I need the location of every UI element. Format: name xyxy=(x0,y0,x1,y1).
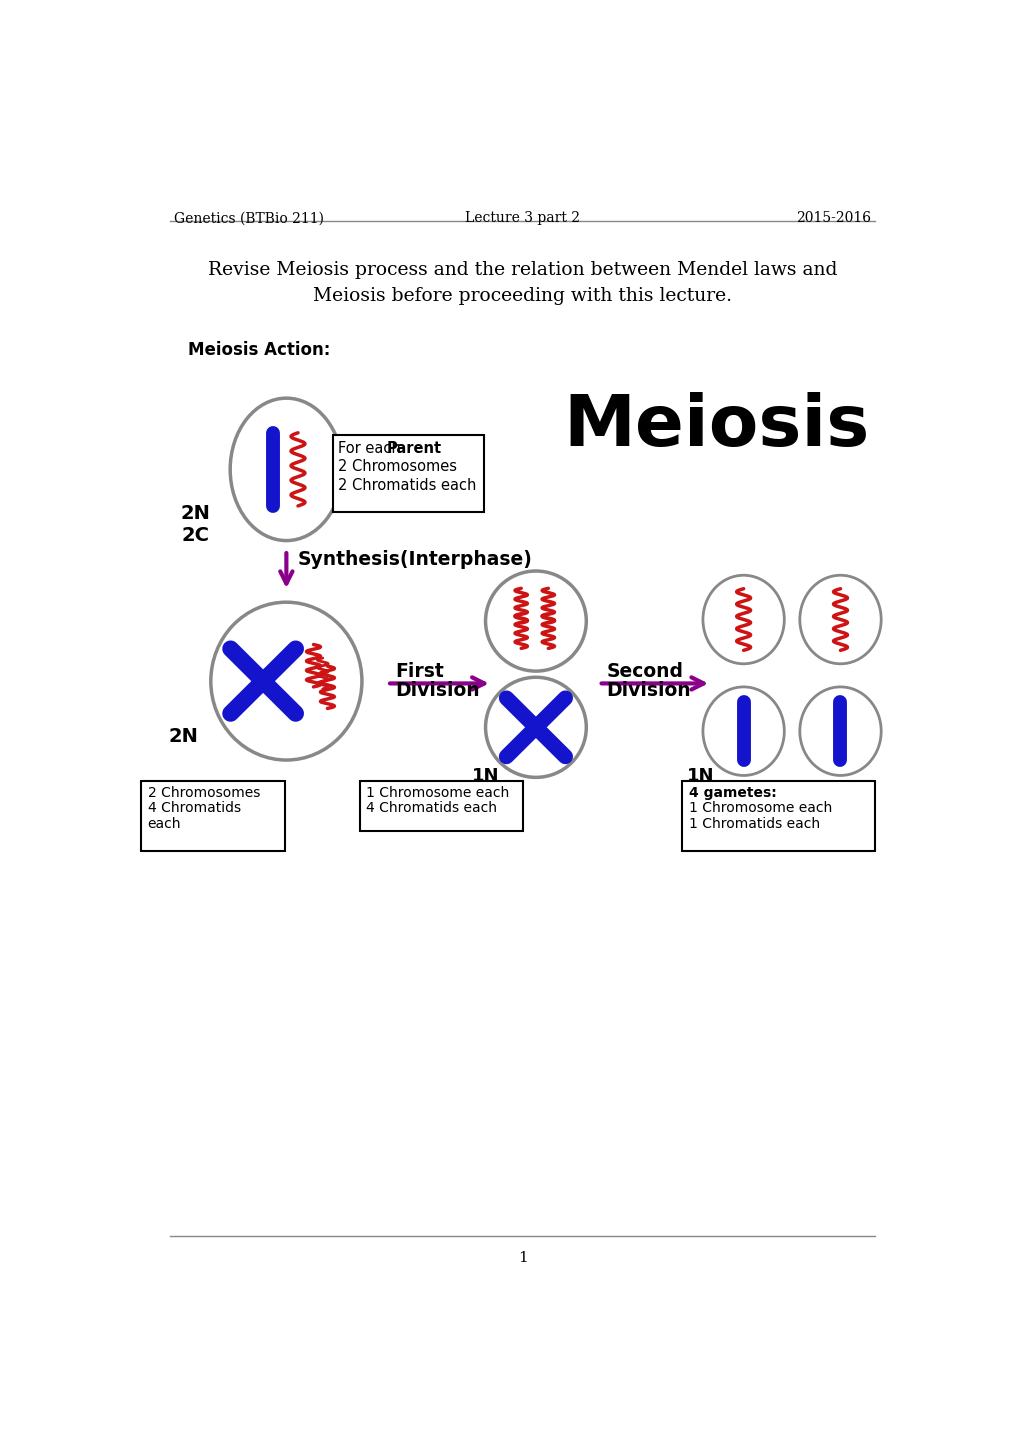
Text: Meiosis Action:: Meiosis Action: xyxy=(187,340,330,359)
Text: Lecture 3 part 2: Lecture 3 part 2 xyxy=(465,212,580,225)
Text: Revise Meiosis process and the relation between Mendel laws and: Revise Meiosis process and the relation … xyxy=(208,261,837,280)
Text: 2C: 2C xyxy=(181,526,210,545)
Text: First: First xyxy=(394,661,443,680)
Bar xyxy=(332,435,484,512)
Text: 2N: 2N xyxy=(180,504,211,523)
Text: Parent: Parent xyxy=(386,441,441,455)
Text: 4 Chromatids: 4 Chromatids xyxy=(148,801,240,816)
Bar xyxy=(360,781,522,831)
Bar xyxy=(142,781,284,850)
Text: 2015-2016: 2015-2016 xyxy=(796,212,870,225)
Text: each: each xyxy=(148,817,181,830)
Text: For each: For each xyxy=(338,441,406,455)
Bar xyxy=(681,781,874,850)
Text: 4 gametes:: 4 gametes: xyxy=(688,785,775,800)
Text: Division: Division xyxy=(394,682,479,700)
Text: 2 Chromosomes: 2 Chromosomes xyxy=(338,460,457,474)
Text: Division: Division xyxy=(606,682,691,700)
Text: Meiosis: Meiosis xyxy=(562,392,869,461)
Text: 1 Chromosome each: 1 Chromosome each xyxy=(366,785,508,800)
Text: 2N: 2N xyxy=(168,728,198,746)
Text: 1 Chromatids each: 1 Chromatids each xyxy=(688,817,819,830)
Text: 1 Chromosome each: 1 Chromosome each xyxy=(688,801,832,816)
Text: 1N: 1N xyxy=(472,768,499,785)
Text: Second: Second xyxy=(606,661,683,680)
Text: 4 Chromatids each: 4 Chromatids each xyxy=(366,801,496,816)
Text: Synthesis(Interphase): Synthesis(Interphase) xyxy=(298,550,532,569)
Text: 2 Chromosomes: 2 Chromosomes xyxy=(148,785,260,800)
Text: 1N: 1N xyxy=(687,768,714,785)
Text: 2 Chromatids each: 2 Chromatids each xyxy=(338,478,476,493)
Text: Genetics (BTBio 211): Genetics (BTBio 211) xyxy=(174,212,324,225)
Text: 1: 1 xyxy=(518,1251,527,1265)
Text: Meiosis before proceeding with this lecture.: Meiosis before proceeding with this lect… xyxy=(313,287,732,305)
